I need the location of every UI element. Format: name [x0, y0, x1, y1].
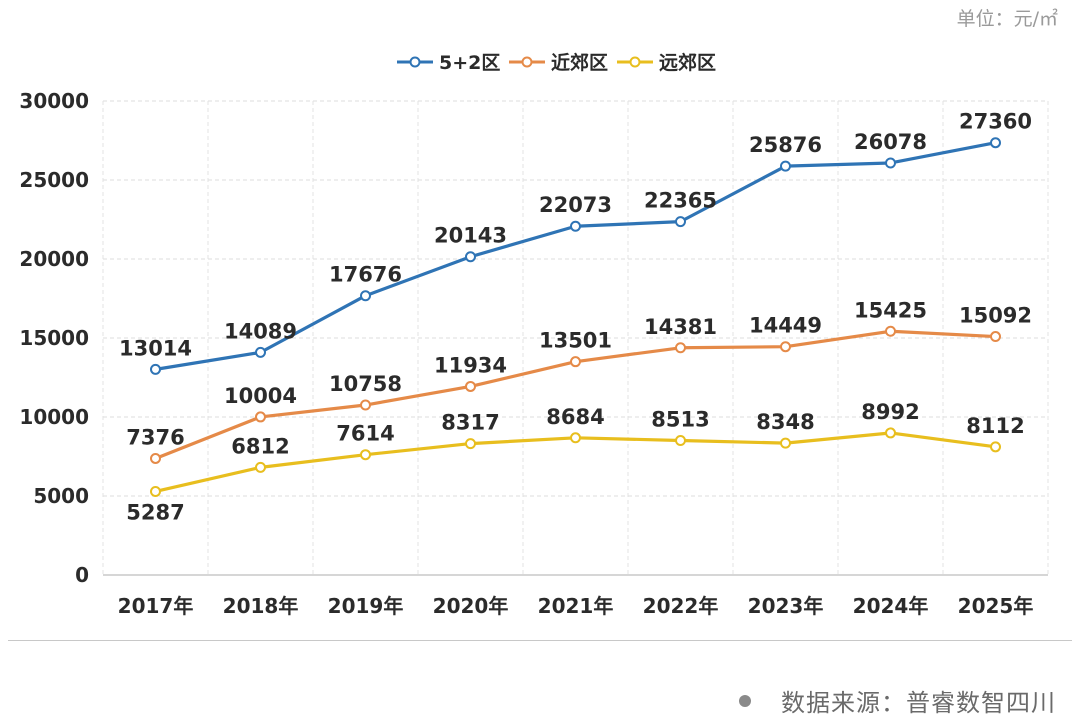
legend-label: 近郊区 — [551, 51, 608, 74]
source-note: 数据来源：普睿数智四川 — [739, 683, 1056, 718]
data-label: 8112 — [966, 414, 1024, 438]
data-point — [255, 411, 266, 423]
data-point — [465, 251, 476, 263]
series-points — [150, 137, 1001, 497]
data-point — [570, 432, 581, 444]
data-label: 8684 — [546, 405, 604, 429]
data-label: 25876 — [749, 133, 822, 157]
unit-label: 单位：元/㎡ — [956, 8, 1058, 30]
data-label: 6812 — [231, 434, 289, 458]
legend-marker — [409, 56, 421, 68]
bullet-icon — [739, 694, 751, 707]
data-label: 8317 — [441, 411, 499, 435]
x-tick-label: 2021年 — [538, 594, 614, 618]
legend-label: 远郊区 — [659, 51, 716, 74]
data-point — [675, 434, 686, 446]
data-label: 20143 — [434, 224, 507, 248]
data-label: 8992 — [861, 400, 919, 424]
y-tick-label: 20000 — [19, 247, 89, 271]
data-point — [150, 452, 161, 464]
data-point — [570, 356, 581, 368]
y-tick-label: 10000 — [19, 405, 89, 429]
data-label: 5287 — [126, 500, 184, 524]
data-point — [675, 216, 686, 228]
data-label: 10004 — [224, 384, 297, 408]
data-point — [780, 160, 791, 172]
data-label: 8348 — [756, 410, 814, 434]
gridlines — [102, 100, 1049, 576]
y-axis: 0 5000 10000 15000 20000 25000 30000 — [19, 89, 89, 587]
data-label: 13014 — [119, 336, 192, 360]
data-label: 27360 — [959, 110, 1032, 134]
x-tick-label: 2023年 — [748, 594, 824, 618]
x-tick-label: 2024年 — [853, 594, 929, 618]
data-label: 15425 — [854, 298, 927, 322]
divider — [8, 640, 1072, 641]
data-point — [990, 441, 1001, 453]
data-label: 13501 — [539, 329, 612, 353]
data-point — [150, 485, 161, 497]
data-labels: 13014 14089 17676 20143 22073 22365 25876 26078… — [119, 110, 1032, 525]
x-tick-label: 2018年 — [223, 594, 299, 618]
data-point — [150, 363, 161, 375]
legend-marker — [629, 56, 641, 68]
data-point — [885, 325, 896, 337]
data-point — [465, 380, 476, 392]
data-label: 7614 — [336, 422, 394, 446]
data-label: 14381 — [644, 315, 717, 339]
legend: 5+2区 近郊区 远郊区 — [397, 51, 716, 74]
x-tick-label: 2025年 — [958, 594, 1034, 618]
data-label: 8513 — [651, 407, 709, 431]
data-point — [465, 438, 476, 450]
y-tick-label: 15000 — [19, 326, 89, 350]
y-tick-label: 30000 — [19, 89, 89, 113]
data-label: 14089 — [224, 319, 297, 343]
data-point — [255, 461, 266, 473]
data-point — [990, 331, 1001, 343]
data-label: 26078 — [854, 130, 927, 154]
data-label: 17676 — [329, 263, 402, 287]
data-point — [885, 157, 896, 169]
x-tick-label: 2019年 — [328, 594, 404, 618]
data-label: 15092 — [959, 304, 1032, 328]
x-tick-label: 2022年 — [643, 594, 719, 618]
data-point — [780, 437, 791, 449]
data-label: 11934 — [434, 353, 507, 377]
y-tick-label: 25000 — [19, 168, 89, 192]
x-tick-label: 2017年 — [118, 594, 194, 618]
source-text: 数据来源：普睿数智四川 — [781, 689, 1056, 717]
data-point — [675, 342, 686, 354]
data-label: 7376 — [126, 425, 184, 449]
x-axis: 2017年 2018年 2019年 2020年 2021年 2022年 2023年 2024年… — [118, 594, 1034, 618]
data-point — [990, 137, 1001, 149]
data-point — [360, 290, 371, 302]
data-point — [255, 346, 266, 358]
data-point — [570, 220, 581, 232]
data-label: 22073 — [539, 193, 612, 217]
data-point — [360, 449, 371, 461]
x-tick-label: 2020年 — [433, 594, 509, 618]
y-tick-label: 5000 — [33, 484, 89, 508]
legend-marker — [521, 56, 533, 68]
data-point — [885, 427, 896, 439]
legend-label: 5+2区 — [439, 52, 500, 74]
data-point — [780, 341, 791, 353]
data-point — [360, 399, 371, 411]
y-tick-label: 0 — [75, 563, 89, 587]
data-label: 22365 — [644, 189, 717, 213]
data-label: 10758 — [329, 372, 402, 396]
data-label: 14449 — [749, 314, 822, 338]
